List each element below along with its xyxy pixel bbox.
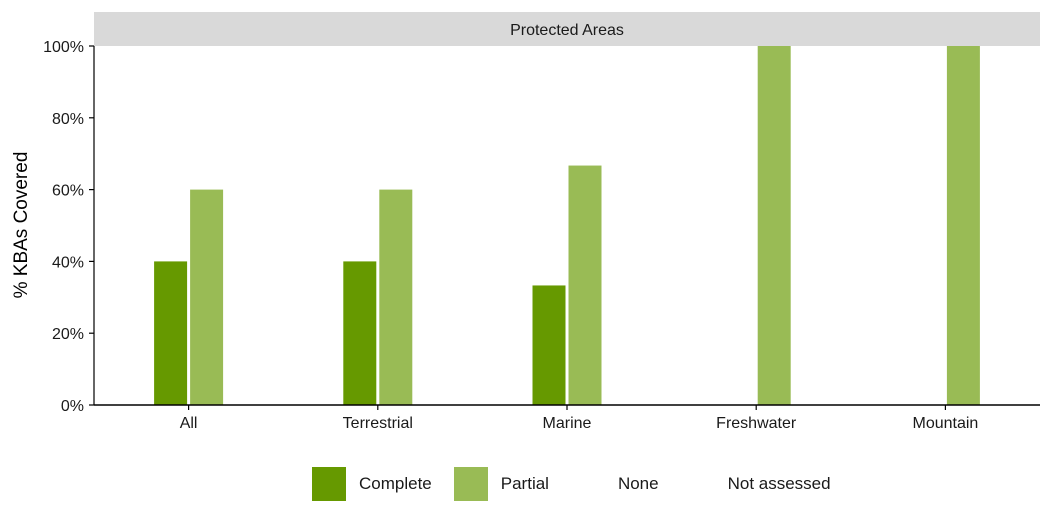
legend-item-none: None [570,467,659,501]
bar-complete-terrestrial [343,261,377,405]
y-tick-label: 80% [52,111,84,128]
bar-partial-terrestrial [379,189,413,405]
bars-group [154,46,980,405]
y-tick-label: 40% [52,254,84,271]
bar-complete-all [154,261,188,405]
legend-swatch-not-assessed [680,467,715,501]
x-tick-label: Terrestrial [343,415,413,432]
legend-swatch-partial [453,467,488,501]
legend-label-complete: Complete [359,474,432,493]
bar-partial-marine [568,165,602,405]
bar-partial-freshwater [757,46,791,405]
y-tick-label: 20% [52,326,84,343]
facet-strip [94,12,1040,46]
bar-partial-mountain [946,46,980,405]
bar-complete-marine [532,285,566,405]
legend-item-complete: Complete [312,467,432,501]
x-axis-ticks: All Terrestrial Marine Freshwater Mountain [180,405,978,432]
legend-item-not-assessed: Not assessed [680,467,831,501]
legend-label-none: None [617,474,659,493]
y-axis-ticks: 0% 20% 40% 60% 80% 100% [43,39,94,415]
y-tick-label: 100% [43,39,84,56]
facet-strip-title: Protected Areas [510,22,624,39]
x-tick-label: All [180,415,198,432]
legend-label-partial: Partial [500,474,549,493]
y-axis-title: % KBAs Covered [11,152,32,299]
legend-item-partial: Partial [453,467,549,501]
x-tick-label: Marine [543,415,592,432]
y-tick-label: 60% [52,183,84,200]
x-tick-label: Mountain [912,415,978,432]
bar-partial-all [190,189,224,405]
legend-swatch-none [570,467,605,501]
legend-label-not-assessed: Not assessed [727,474,831,493]
y-tick-label: 0% [61,398,84,415]
legend-swatch-complete [312,467,346,501]
x-tick-label: Freshwater [716,415,797,432]
legend: Complete Partial None Not assessed [312,467,853,501]
